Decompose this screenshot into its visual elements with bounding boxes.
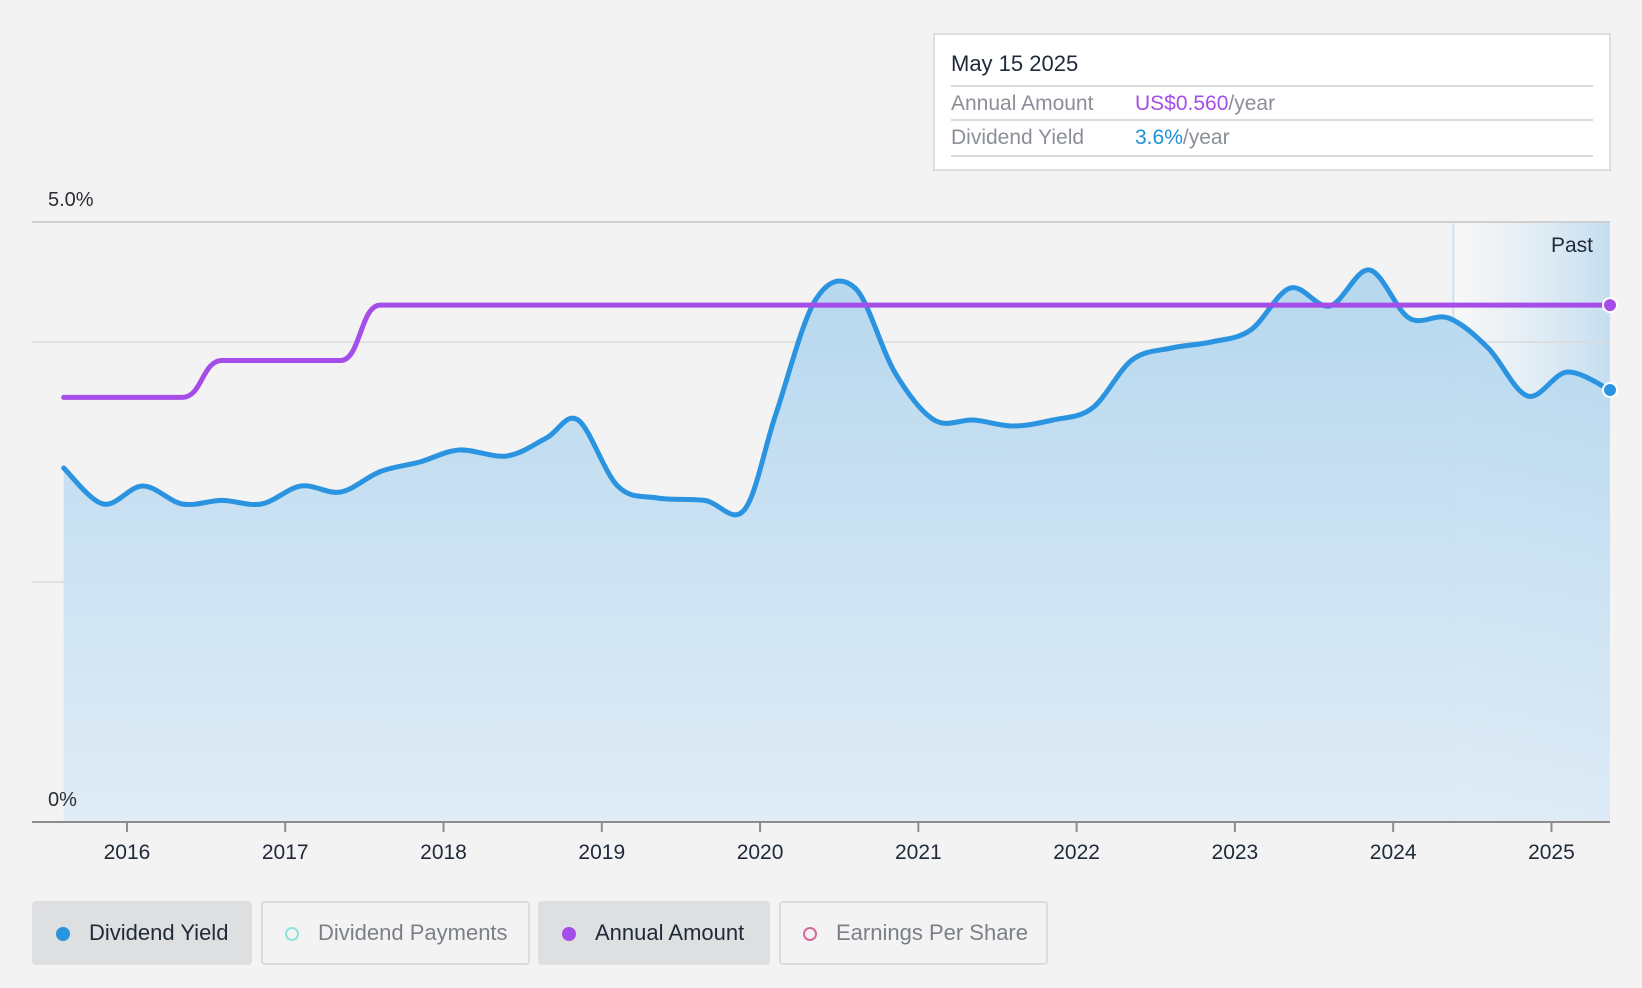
tooltip-annual-value: US$0.560 <box>1135 92 1229 115</box>
annual-amount-line <box>61 302 1613 400</box>
x-tick-label: 2023 <box>1212 841 1259 864</box>
x-axis: 2016 2017 2018 2019 2020 2021 2022 2023 2024 2025 <box>32 821 1610 864</box>
tooltip-yield-label: Dividend Yield <box>951 126 1085 149</box>
legend-label: Dividend Payments <box>318 920 508 945</box>
tooltip-annual-row: Annual Amount US$0.560/year <box>951 85 1593 121</box>
legend-earnings-per-share-button[interactable]: Earnings Per Share <box>779 901 1048 965</box>
legend-dot-icon <box>285 927 299 941</box>
legend-dot-icon <box>562 927 576 941</box>
x-tick-label: 2020 <box>737 841 784 864</box>
x-tick-label: 2017 <box>262 841 309 864</box>
tooltip-annual-value-wrap: US$0.560/year <box>1135 87 1275 121</box>
legend-dot-icon <box>56 927 70 941</box>
legend-dividend-payments-button[interactable]: Dividend Payments <box>261 901 530 965</box>
x-tick-label: 2021 <box>895 841 942 864</box>
past-label: Past <box>1551 234 1593 257</box>
legend-label: Earnings Per Share <box>836 920 1028 945</box>
dividend-yield-line <box>61 267 1613 518</box>
x-tick-label: 2016 <box>104 841 151 864</box>
dividend-yield-area <box>63 269 1611 823</box>
tooltip-yield-value: 3.6% <box>1135 126 1183 149</box>
x-tick-label: 2024 <box>1370 841 1417 864</box>
legend-annual-amount-button[interactable]: Annual Amount <box>538 901 770 965</box>
annual-amount-end-marker <box>1602 297 1618 314</box>
tooltip-date: May 15 2025 <box>951 51 1079 76</box>
legend-dot-icon <box>803 927 817 941</box>
x-tick-label: 2018 <box>420 841 467 864</box>
legend-dividend-yield-button[interactable]: Dividend Yield <box>32 901 252 965</box>
y-label-bottom: 0% <box>48 789 77 811</box>
tooltip-yield-row: Dividend Yield 3.6%/year <box>951 119 1593 157</box>
tooltip-annual-unit: /year <box>1228 92 1276 115</box>
legend-label: Annual Amount <box>595 920 745 945</box>
tooltip-yield-value-wrap: 3.6%/year <box>1135 121 1230 155</box>
dividend-yield-end-marker <box>1602 382 1618 398</box>
x-tick-label: 2022 <box>1053 841 1100 864</box>
x-tick-label: 2019 <box>578 841 625 864</box>
tooltip-card: May 15 2025 Annual Amount US$0.560/year … <box>933 33 1611 171</box>
legend-label: Dividend Yield <box>89 920 229 945</box>
x-tick-label: 2025 <box>1528 841 1575 864</box>
y-label-top: 5.0% <box>48 189 94 211</box>
tooltip-annual-label: Annual Amount <box>951 92 1094 115</box>
tooltip-yield-unit: /year <box>1182 126 1230 149</box>
